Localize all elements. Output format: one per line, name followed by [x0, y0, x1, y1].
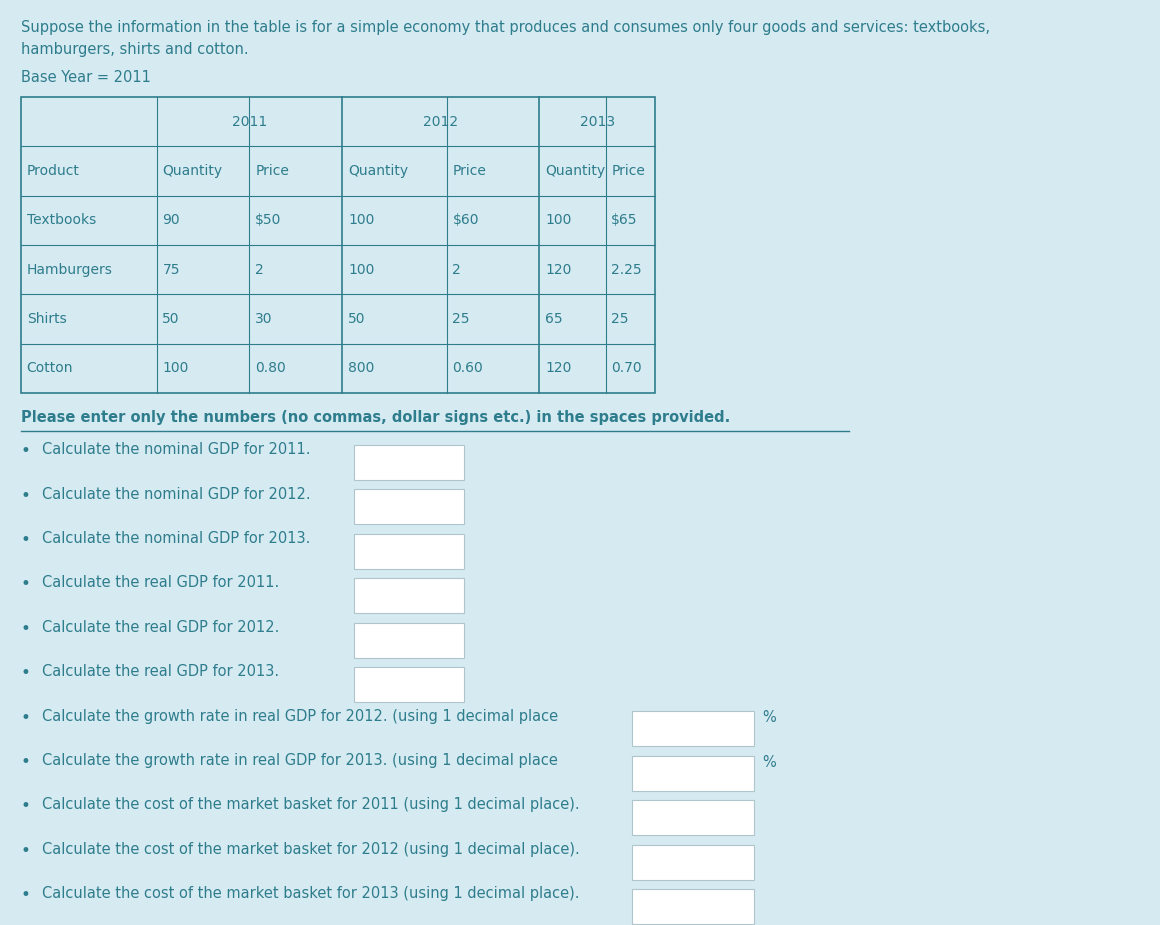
Text: Calculate the growth rate in real GDP for 2012. (using 1 decimal place: Calculate the growth rate in real GDP fo…: [42, 709, 558, 723]
Text: 30: 30: [255, 312, 273, 327]
Text: Calculate the real GDP for 2011.: Calculate the real GDP for 2011.: [42, 575, 280, 590]
Bar: [632, 756, 754, 791]
Text: Textbooks: Textbooks: [27, 214, 96, 228]
Text: •: •: [21, 842, 31, 859]
Text: 25: 25: [611, 312, 629, 327]
Text: •: •: [21, 886, 31, 904]
Text: 120: 120: [545, 263, 572, 277]
Text: 2: 2: [452, 263, 462, 277]
Text: 75: 75: [162, 263, 180, 277]
Text: •: •: [21, 575, 31, 593]
Text: Product: Product: [27, 164, 80, 179]
Text: Price: Price: [611, 164, 645, 179]
Bar: [354, 445, 464, 480]
Text: 0.70: 0.70: [611, 362, 641, 376]
Text: 100: 100: [162, 362, 189, 376]
Text: 2012: 2012: [423, 115, 458, 129]
Bar: [354, 534, 464, 569]
Text: 2013: 2013: [580, 115, 615, 129]
Text: 50: 50: [162, 312, 180, 327]
Text: Cotton: Cotton: [27, 362, 73, 376]
Text: 2.25: 2.25: [611, 263, 641, 277]
Text: •: •: [21, 797, 31, 815]
Text: Suppose the information in the table is for a simple economy that produces and c: Suppose the information in the table is …: [21, 20, 989, 35]
Text: 2: 2: [255, 263, 264, 277]
Text: Calculate the cost of the market basket for 2011 (using 1 decimal place).: Calculate the cost of the market basket …: [42, 797, 579, 812]
Text: •: •: [21, 487, 31, 504]
Text: 100: 100: [545, 214, 572, 228]
Text: Price: Price: [452, 164, 486, 179]
Text: •: •: [21, 753, 31, 771]
Text: $65: $65: [611, 214, 638, 228]
Bar: [632, 845, 754, 880]
Text: 50: 50: [348, 312, 365, 327]
Text: Quantity: Quantity: [162, 164, 223, 179]
Text: 800: 800: [348, 362, 375, 376]
Text: •: •: [21, 531, 31, 549]
Text: Calculate the cost of the market basket for 2013 (using 1 decimal place).: Calculate the cost of the market basket …: [42, 886, 579, 901]
Text: •: •: [21, 442, 31, 460]
Text: 2011: 2011: [232, 115, 267, 129]
Text: Calculate the real GDP for 2012.: Calculate the real GDP for 2012.: [42, 620, 280, 635]
Bar: [632, 800, 754, 835]
Bar: [632, 889, 754, 924]
Bar: [354, 623, 464, 658]
Text: Calculate the real GDP for 2013.: Calculate the real GDP for 2013.: [42, 664, 278, 679]
Text: •: •: [21, 709, 31, 726]
Bar: [632, 711, 754, 746]
Text: 65: 65: [545, 312, 563, 327]
Text: 100: 100: [348, 263, 375, 277]
Text: 90: 90: [162, 214, 180, 228]
Text: 120: 120: [545, 362, 572, 376]
Bar: [21, 97, 655, 393]
Text: 0.60: 0.60: [452, 362, 484, 376]
Text: %: %: [762, 755, 776, 770]
Text: Quantity: Quantity: [545, 164, 606, 179]
Text: Shirts: Shirts: [27, 312, 66, 327]
Text: Calculate the growth rate in real GDP for 2013. (using 1 decimal place: Calculate the growth rate in real GDP fo…: [42, 753, 558, 768]
Text: 25: 25: [452, 312, 470, 327]
Text: $60: $60: [452, 214, 479, 228]
Text: •: •: [21, 664, 31, 682]
Text: •: •: [21, 620, 31, 637]
Text: Calculate the nominal GDP for 2012.: Calculate the nominal GDP for 2012.: [42, 487, 311, 501]
Bar: [354, 667, 464, 702]
Text: Hamburgers: Hamburgers: [27, 263, 113, 277]
Bar: [354, 578, 464, 613]
Text: Calculate the nominal GDP for 2011.: Calculate the nominal GDP for 2011.: [42, 442, 310, 457]
Text: Quantity: Quantity: [348, 164, 408, 179]
Text: 0.80: 0.80: [255, 362, 287, 376]
Bar: [354, 489, 464, 524]
Text: Price: Price: [255, 164, 289, 179]
Text: Please enter only the numbers (no commas, dollar signs etc.) in the spaces provi: Please enter only the numbers (no commas…: [21, 410, 730, 425]
Text: hamburgers, shirts and cotton.: hamburgers, shirts and cotton.: [21, 42, 248, 56]
Text: %: %: [762, 710, 776, 725]
Text: 100: 100: [348, 214, 375, 228]
Text: Calculate the cost of the market basket for 2012 (using 1 decimal place).: Calculate the cost of the market basket …: [42, 842, 580, 857]
Text: Calculate the nominal GDP for 2013.: Calculate the nominal GDP for 2013.: [42, 531, 310, 546]
Text: $50: $50: [255, 214, 282, 228]
Text: Base Year = 2011: Base Year = 2011: [21, 70, 151, 85]
